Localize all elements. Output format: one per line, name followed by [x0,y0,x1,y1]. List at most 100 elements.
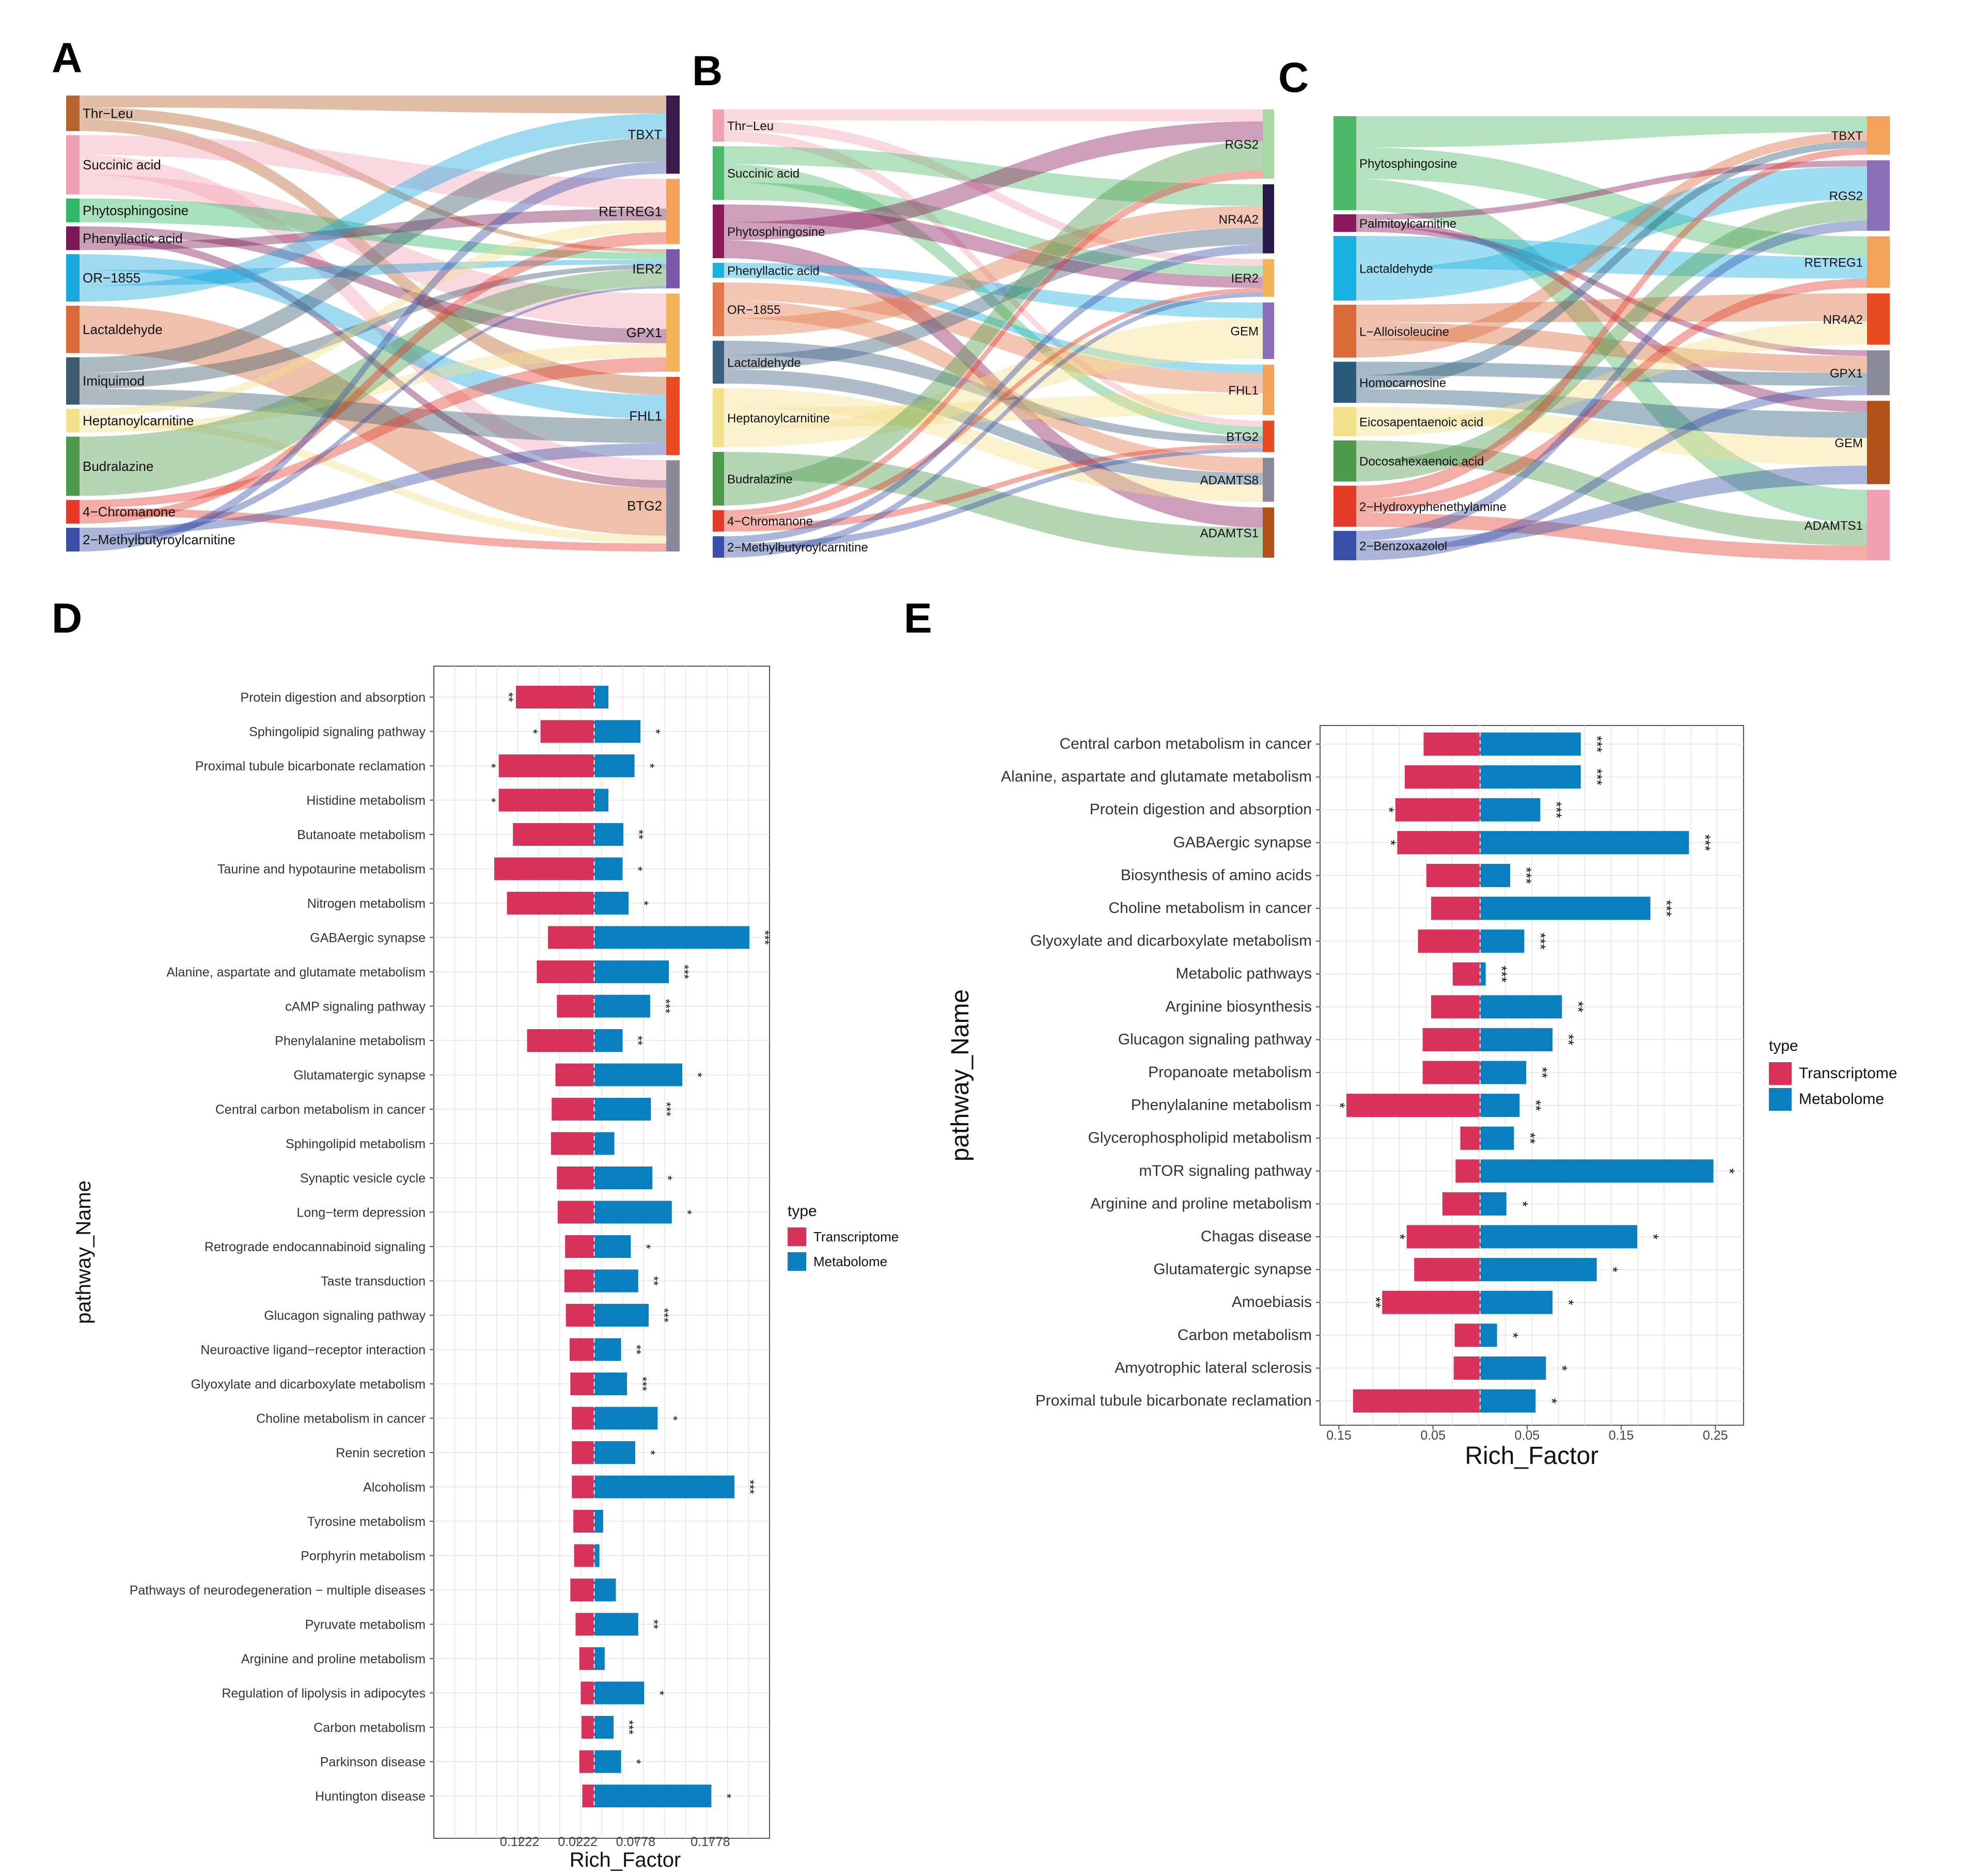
legend-label: Transcriptome [813,1229,899,1244]
bar-transcriptome [582,1716,594,1739]
significance-mark: * [691,1073,704,1077]
sankey-node-ier2 [1263,259,1274,297]
bar-transcriptome [1460,1126,1480,1150]
sankey-link-4-chromanone-to-rgs2 [724,170,1263,517]
pathway-label: Porphyrin metabolism [301,1549,426,1564]
sankey-link-phenyllactic-acid-to-gem [724,262,1263,319]
sankey-link-or-1855-to-tbxt [80,113,666,302]
significance-mark: ** [630,1345,644,1354]
sankey-link-thr-leu-to-ier2 [80,107,666,253]
bar-metabolome [594,995,650,1018]
significance-mark: *** [1697,834,1713,851]
bar-transcriptome [557,1201,594,1224]
bar-metabolome [1480,962,1486,986]
significance-mark: * [661,1175,674,1180]
sankey-link-or-1855-to-nr4a2 [724,206,1263,336]
sankey-node-label: Imiquimod [83,373,145,389]
x-tick-label: 0.0778 [616,1835,655,1849]
sankey-node-label: Docosahexaenoic acid [1359,455,1484,469]
sankey-node-label: 2−Methylbutyroylcarnitine [83,532,236,547]
bar-transcriptome [581,1681,594,1705]
bar-transcriptome [1453,1356,1480,1380]
pathway-label: Phenylalanine metabolism [275,1034,426,1048]
pathway-label: Sphingolipid signaling pathway [249,725,426,739]
sankey-link-phytosphingosine-to-ier2 [724,204,1263,288]
sankey-link-budralazine-to-adamts1 [724,452,1263,558]
pathway-label: Proximal tubule bicarbonate reclamation [1036,1392,1312,1409]
bar-metabolome [594,720,641,743]
pathway-label: Protein digestion and absorption [1090,801,1312,818]
sankey-link-thr-leu-to-btg2 [724,131,1263,427]
pathway-label: Pyruvate metabolism [305,1618,426,1632]
significance-mark: *** [659,1102,673,1116]
sankey-node-heptanoylcarnitine [66,408,80,433]
bar-transcriptome [1414,1258,1480,1282]
sankey-node-or-1855 [713,282,724,336]
bar-metabolome [1480,863,1511,887]
sankey-node-label: TBXT [628,127,663,143]
pathway-label: Taste transduction [321,1274,426,1289]
sankey-link-palmitoylcarnitine-to-gpx1 [1356,226,1867,356]
pathway-label: Alanine, aspartate and glutamate metabol… [166,965,426,980]
sankey-link-lactaldehyde-to-btg2 [724,340,1263,445]
sankey-link-2-hydroxyphenethylamine-to-tbxt [1356,148,1867,500]
significance-mark: * [1515,1201,1531,1207]
significance-mark: * [484,798,498,802]
sankey-node-lactaldehyde [1334,236,1356,301]
significance-mark: *** [758,930,772,944]
sankey-node-label: Palmitoylcarnitine [1359,217,1456,231]
sankey-node-rgs2 [1263,109,1274,179]
bar-metabolome [594,1579,616,1601]
bar-transcriptome [564,1269,594,1292]
bar-metabolome [594,1098,651,1121]
sankey-node-label: Lactaldehyde [1359,262,1433,276]
pathway-label: Sphingolipid metabolism [286,1137,426,1152]
significance-mark: *** [1518,867,1534,884]
pathway-label: Arginine and proline metabolism [1090,1195,1312,1212]
sankey-link-phytosphingosine-to-adamts1 [1356,179,1867,524]
pathway-label: Choline metabolism in cancer [256,1412,426,1426]
pathway-label: Glyoxylate and dicarboxylate metabolism [1030,933,1312,950]
pathway-label: GABAergic synapse [1173,834,1312,851]
sankey-node-2-hydroxyphenethylamine [1334,485,1356,527]
bar-metabolome [1480,1290,1553,1314]
pathway-label: Glycerophospholipid metabolism [1088,1129,1312,1146]
bar-metabolome [1480,831,1689,855]
panel-letter-d: D [52,595,82,642]
sankey-node-fhl1 [666,376,680,455]
significance-mark: * [1332,1102,1348,1108]
pathway-label: Arginine and proline metabolism [241,1652,426,1666]
sankey-node-label: Heptanoylcarnitine [727,412,830,425]
pathway-label: Nitrogen metabolism [307,896,426,911]
sankey-link-budralazine-to-ier2 [80,269,666,496]
significance-mark: * [666,1416,680,1421]
sankey-link-2-methylbutyroylcarnitine-to-fhl1 [80,443,666,536]
sankey-flows [80,96,666,551]
x-axis-title: Rich_Factor [570,1849,681,1871]
pathway-label: Regulation of lipolysis in adipocytes [222,1686,426,1701]
bar-transcriptome [565,1235,594,1258]
bar-transcriptome [498,754,594,777]
sankey-node-label: NR4A2 [1823,313,1863,327]
bar-transcriptome [555,1063,594,1086]
sankey-link-lactaldehyde-to-btg2 [80,306,666,536]
bar-transcriptome [1454,1323,1480,1347]
x-tick-label: 0.15 [1609,1428,1634,1443]
significance-mark: ** [1570,1001,1586,1013]
bar-metabolome [594,1373,627,1395]
sankey-node-label: ADAMTS1 [1200,526,1259,540]
significance-mark: * [643,763,657,768]
sankey-node-label: Thr−Leu [727,119,774,133]
significance-mark: * [526,729,540,734]
sankey-node-label: 4−Chromanone [727,515,813,529]
significance-mark: *** [677,965,691,979]
bar-metabolome [1480,798,1541,822]
sankey-link-phenyllactic-acid-to-fhl1 [724,270,1263,373]
bar-transcriptome [1431,995,1480,1019]
pathway-label: Proximal tubule bicarbonate reclamation [195,759,426,774]
sankey-node-retreg1 [666,179,680,244]
bar-transcriptome [1442,1192,1480,1216]
significance-mark: *** [622,1720,636,1735]
